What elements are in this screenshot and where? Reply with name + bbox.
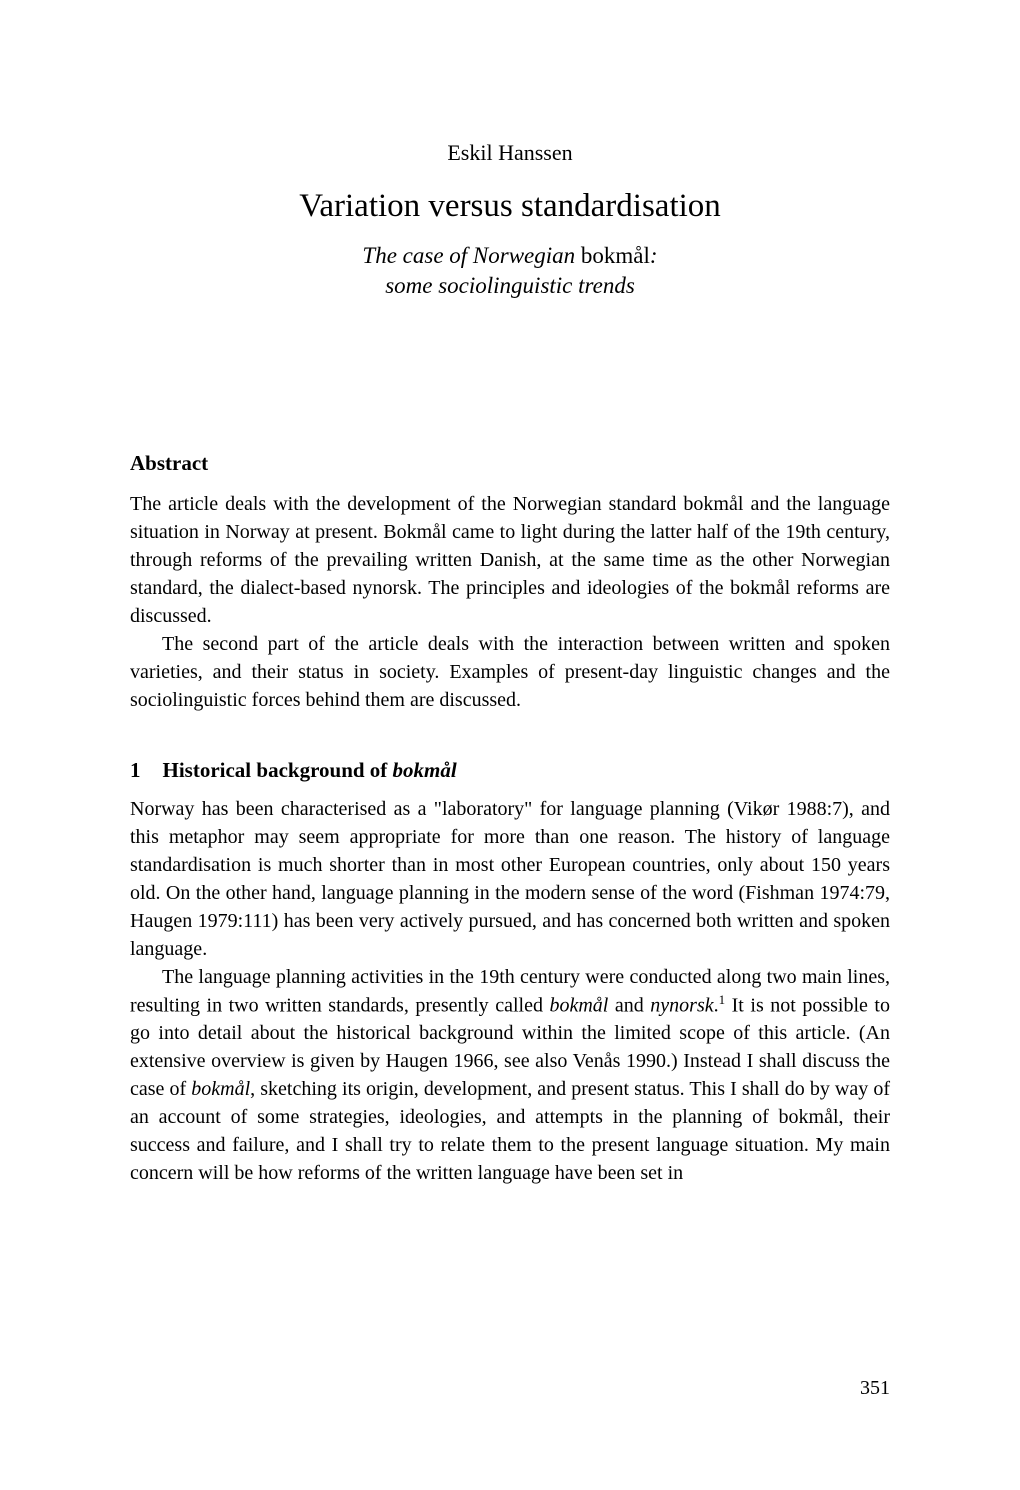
body-p2-italic-bokmal: bokmål [549,994,608,1016]
body-p2-italic-bokmal2: bokmål [191,1078,250,1100]
body-p2-part2: and [608,994,650,1016]
abstract-paragraph-2: The second part of the article deals wit… [130,630,890,714]
section-title-plain: Historical background of [163,758,393,782]
section-1-heading: 1 Historical background of bokmål [130,758,890,783]
subtitle-line2: some sociolinguistic trends [385,273,635,298]
abstract-heading: Abstract [130,451,890,476]
subtitle-line1-end: : [650,243,658,268]
paper-title: Variation versus standardisation [130,188,890,225]
subtitle-line1-italic: The case of Norwegian [362,243,581,268]
author-name: Eskil Hanssen [130,140,890,166]
abstract-paragraph-1: The article deals with the development o… [130,490,890,630]
body-paragraph-1: Norway has been characterised as a "labo… [130,795,890,963]
section-number: 1 [130,758,141,783]
subtitle-line1-roman: bokmål [581,243,650,268]
body-p2-italic-nynorsk: nynorsk [650,994,713,1016]
paper-subtitle: The case of Norwegian bokmål: some socio… [130,241,890,301]
page-number: 351 [860,1377,890,1400]
abstract-section: Abstract The article deals with the deve… [130,451,890,714]
section-title-italic: bokmål [393,758,457,782]
body-paragraph-2: The language planning activities in the … [130,963,890,1188]
